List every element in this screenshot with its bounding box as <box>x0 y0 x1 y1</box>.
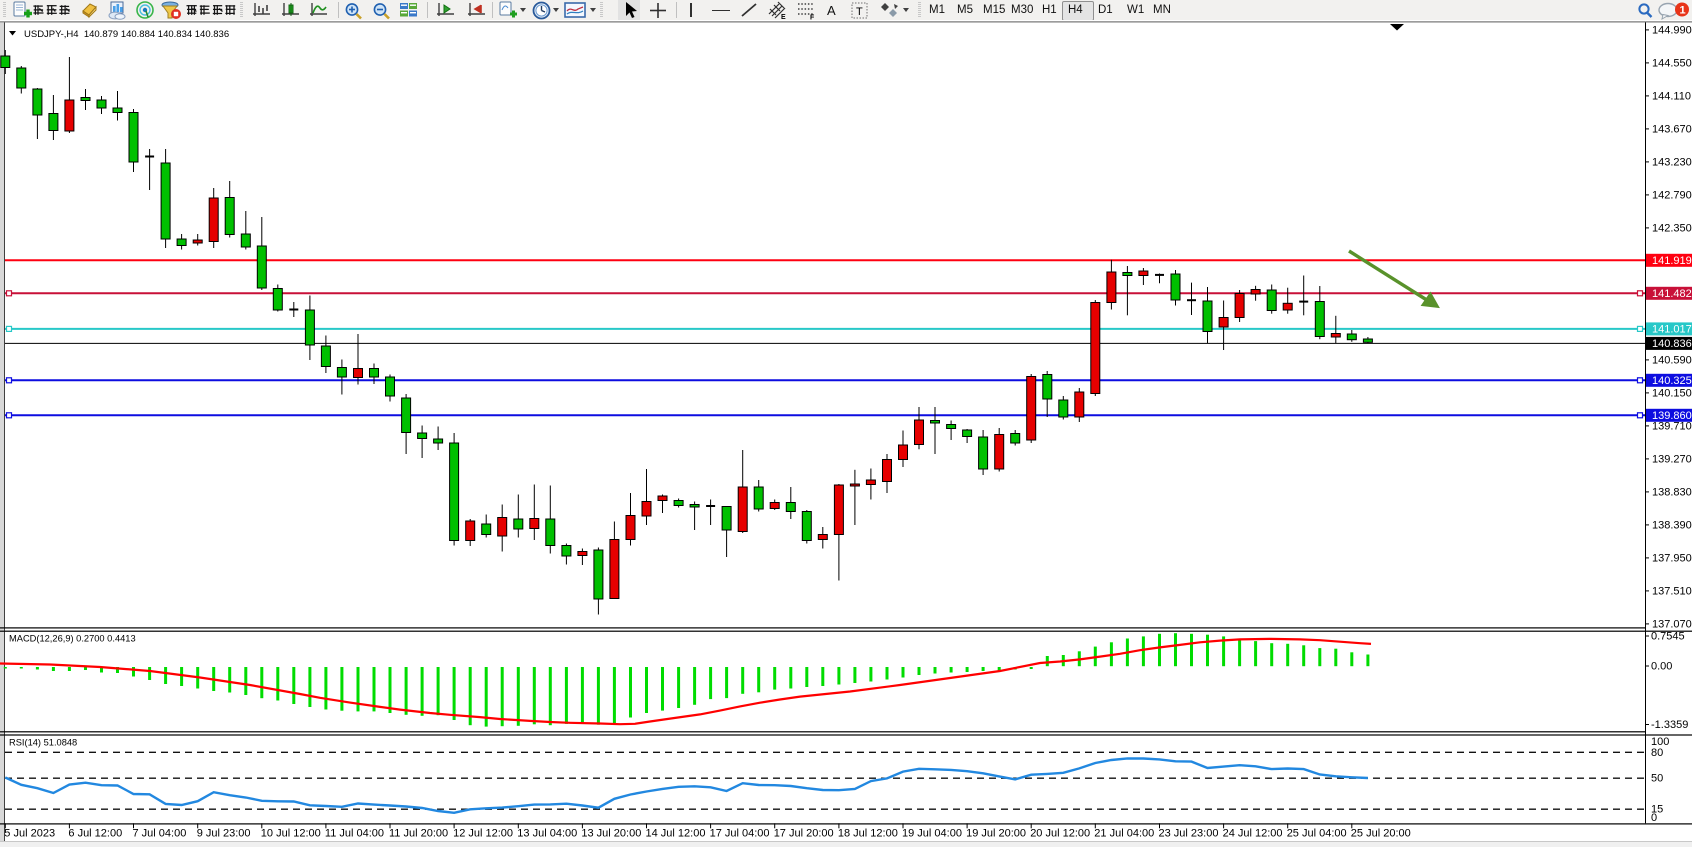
svg-text:9 Jul 23:00: 9 Jul 23:00 <box>197 828 251 840</box>
svg-text:144.110: 144.110 <box>1652 90 1691 102</box>
svg-text:17 Jul 04:00: 17 Jul 04:00 <box>710 828 770 840</box>
svg-text:20 Jul 12:00: 20 Jul 12:00 <box>1030 828 1090 840</box>
svg-text:143.670: 143.670 <box>1652 123 1692 135</box>
svg-text:5 Jul 2023: 5 Jul 2023 <box>4 828 55 840</box>
svg-text:23 Jul 23:00: 23 Jul 23:00 <box>1159 828 1219 840</box>
svg-text:19 Jul 20:00: 19 Jul 20:00 <box>966 828 1026 840</box>
svg-text:24 Jul 12:00: 24 Jul 12:00 <box>1223 828 1283 840</box>
svg-text:RSI(14) 51.0848: RSI(14) 51.0848 <box>9 738 77 748</box>
svg-text:7 Jul 04:00: 7 Jul 04:00 <box>133 828 187 840</box>
svg-text:T: T <box>856 6 863 18</box>
svg-text:19 Jul 04:00: 19 Jul 04:00 <box>902 828 962 840</box>
svg-text:-1.3359: -1.3359 <box>1651 719 1688 731</box>
svg-text:142.790: 142.790 <box>1652 189 1692 201</box>
svg-text:21 Jul 04:00: 21 Jul 04:00 <box>1094 828 1154 840</box>
svg-text:6 Jul 12:00: 6 Jul 12:00 <box>68 828 122 840</box>
svg-text:25 Jul 04:00: 25 Jul 04:00 <box>1287 828 1347 840</box>
svg-text:137.510: 137.510 <box>1652 585 1692 597</box>
svg-text:140.590: 140.590 <box>1652 354 1692 366</box>
svg-text:13 Jul 04:00: 13 Jul 04:00 <box>517 828 577 840</box>
svg-text:11 Jul 20:00: 11 Jul 20:00 <box>389 828 448 840</box>
svg-text:139.270: 139.270 <box>1652 453 1692 465</box>
svg-text:F: F <box>810 15 815 21</box>
svg-text:144.550: 144.550 <box>1652 57 1692 69</box>
svg-text:138.830: 138.830 <box>1652 486 1692 498</box>
svg-text:143.230: 143.230 <box>1652 156 1692 168</box>
svg-text:14 Jul 12:00: 14 Jul 12:00 <box>646 828 706 840</box>
svg-text:1: 1 <box>1680 5 1686 17</box>
svg-text:MACD(12,26,9) 0.2700 0.4413: MACD(12,26,9) 0.2700 0.4413 <box>9 634 136 644</box>
svg-text:141.919: 141.919 <box>1652 255 1692 267</box>
svg-text:0.00: 0.00 <box>1651 661 1672 673</box>
svg-text:142.350: 142.350 <box>1652 222 1692 234</box>
svg-text:141.482: 141.482 <box>1652 288 1692 300</box>
svg-text:15: 15 <box>1651 804 1663 816</box>
svg-text:0.7545: 0.7545 <box>1651 631 1685 643</box>
svg-text:E: E <box>781 14 786 20</box>
svg-text:141.017: 141.017 <box>1652 323 1692 335</box>
svg-text:139.860: 139.860 <box>1652 410 1692 422</box>
svg-text:11 Jul 04:00: 11 Jul 04:00 <box>325 828 384 840</box>
svg-text:13 Jul 20:00: 13 Jul 20:00 <box>581 828 641 840</box>
svg-text:25 Jul 20:00: 25 Jul 20:00 <box>1351 828 1411 840</box>
svg-text:50: 50 <box>1651 773 1663 785</box>
svg-text:140.836: 140.836 <box>1652 338 1692 350</box>
svg-text:80: 80 <box>1651 747 1663 759</box>
svg-text:18 Jul 12:00: 18 Jul 12:00 <box>838 828 898 840</box>
svg-text:12 Jul 12:00: 12 Jul 12:00 <box>453 828 513 840</box>
svg-text:100: 100 <box>1651 736 1669 748</box>
svg-text:140.150: 140.150 <box>1652 387 1692 399</box>
svg-text:137.070: 137.070 <box>1652 618 1692 630</box>
svg-text:USDJPY-,H4 140.879 140.884 14: USDJPY-,H4 140.879 140.884 140.834 140.8… <box>24 29 229 40</box>
svg-text:137.950: 137.950 <box>1652 552 1692 564</box>
svg-text:17 Jul 20:00: 17 Jul 20:00 <box>774 828 834 840</box>
svg-text:10 Jul 12:00: 10 Jul 12:00 <box>261 828 321 840</box>
svg-text:139.710: 139.710 <box>1652 420 1692 432</box>
svg-text:0: 0 <box>1651 812 1657 824</box>
svg-text:144.990: 144.990 <box>1652 24 1692 36</box>
svg-text:140.325: 140.325 <box>1652 375 1692 387</box>
svg-text:138.390: 138.390 <box>1652 519 1692 531</box>
